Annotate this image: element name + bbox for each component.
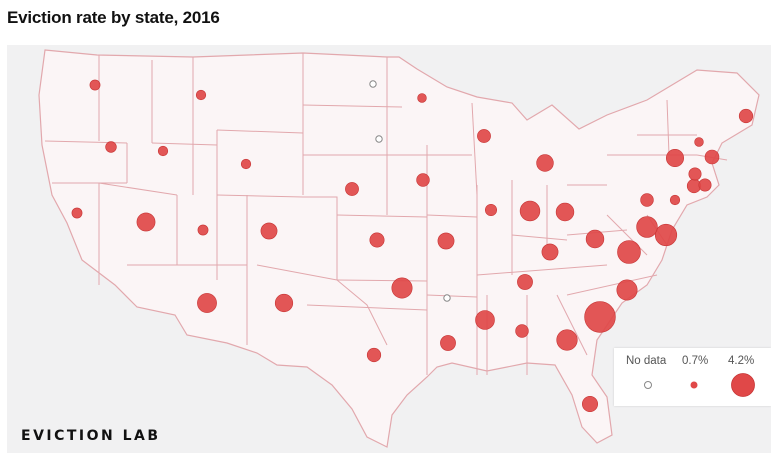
bubble-ga[interactable]: GA: 3.6% <box>556 329 578 351</box>
state-border <box>476 264 608 276</box>
state-border <box>336 214 428 218</box>
bubble-de[interactable]: DE: 3.7% <box>636 216 658 238</box>
legend-min-symbol <box>690 381 698 389</box>
bubble-tn[interactable]: TN: 1.6% <box>517 274 533 290</box>
bubble-ca[interactable]: CA: 0.5% <box>71 207 83 219</box>
bubble-nj[interactable]: NJ: 0.4% <box>669 194 681 206</box>
bubble-md[interactable]: MD: 4% <box>654 223 678 247</box>
bubble-me[interactable]: ME: 1.2% <box>738 108 754 124</box>
bubble-ms[interactable]: MS: 2.9% <box>475 310 495 330</box>
state-border <box>151 142 218 146</box>
bubble-mo[interactable]: MO: 1.9% <box>437 232 455 250</box>
state-border <box>511 234 568 241</box>
bubble-wa[interactable]: WA: 0.5% <box>89 79 101 91</box>
legend-min-label: 0.7% <box>682 355 709 367</box>
state-border <box>426 214 478 218</box>
legend-symbols <box>644 373 755 397</box>
state-border <box>556 294 588 356</box>
state-border <box>566 274 658 296</box>
state-border <box>471 102 478 196</box>
bubble-ma[interactable]: MA: 0.9% <box>688 167 702 181</box>
state-border <box>336 279 428 282</box>
state-border <box>302 104 403 108</box>
bubble-mt[interactable]: MT: 0.4% <box>195 89 207 101</box>
bubble-sd-no-data[interactable] <box>375 135 383 143</box>
bubble-nm[interactable]: NM: 2.4% <box>274 293 294 313</box>
bubble-ks[interactable]: KS: 1.4% <box>369 232 385 248</box>
state-border <box>98 182 178 196</box>
bubble-wy[interactable]: WY: 0.4% <box>240 158 252 170</box>
us-outline <box>38 49 760 448</box>
bubble-nh[interactable]: NH: 1.3% <box>704 149 720 165</box>
map-area[interactable]: SC: 9.3% VA: 4.7% MD: 4%DE: 3.7% GA: 3.6% OK… <box>7 45 771 453</box>
bubble-or[interactable]: OR: 0.6% <box>105 141 117 153</box>
bubble-al[interactable]: AL: 1% <box>515 324 529 338</box>
bubble-ok[interactable]: OK: 3.5% <box>391 277 413 299</box>
state-border <box>216 129 304 134</box>
legend-no-data-symbol <box>644 381 652 389</box>
state-border <box>666 99 670 156</box>
bubble-mi[interactable]: MI: 2.1% <box>536 154 554 172</box>
state-border <box>256 264 338 281</box>
bubble-va[interactable]: VA: 4.7% <box>617 240 641 264</box>
bubble-mn[interactable]: MN: 0.3% <box>417 93 427 103</box>
bubble-nd-no-data[interactable] <box>369 80 377 88</box>
bubble-id[interactable]: ID: 0.4% <box>157 145 169 157</box>
state-border <box>303 196 338 280</box>
bubble-co[interactable]: CO: 1.9% <box>260 222 278 240</box>
state-border <box>216 194 304 198</box>
legend-max-symbol <box>731 373 755 397</box>
bubble-wv[interactable]: WV: 2.5% <box>585 229 605 249</box>
bubble-az[interactable]: AZ: 3% <box>197 293 217 313</box>
bubble-pa[interactable]: PA: 1% <box>640 193 654 207</box>
bubble-ar-no-data[interactable] <box>443 294 451 302</box>
bubble-tx[interactable]: TX: 1.2% <box>366 347 382 363</box>
bubble-nc[interactable]: NC: 3.5% <box>616 279 638 301</box>
eviction-lab-logo: EVICTION LAB <box>21 428 161 444</box>
bubble-fl[interactable]: FL: 1.7% <box>581 395 598 412</box>
us-state-map: SC: 9.3% VA: 4.7% MD: 4%DE: 3.7% GA: 3.6% OK… <box>38 49 760 448</box>
state-border <box>606 214 648 256</box>
map-legend: No data 0.7% 4.2% <box>614 348 771 406</box>
bubble-ut[interactable]: UT: 0.5% <box>197 224 209 236</box>
bubble-ky[interactable]: KY: 1.9% <box>541 243 559 261</box>
bubble-vt[interactable]: VT: 0.3% <box>694 137 704 147</box>
bubble-in[interactable]: IN: 3.2% <box>519 200 541 222</box>
bubble-wi[interactable]: WI: 1.1% <box>477 129 491 143</box>
bubble-il[interactable]: IL: 0.7% <box>484 204 497 217</box>
state-border <box>306 304 428 311</box>
bubble-ne[interactable]: NE: 1.1% <box>345 182 359 196</box>
legend-no-data-label: No data <box>626 355 667 367</box>
bubble-oh[interactable]: OH: 2.5% <box>555 202 575 222</box>
map-title: Eviction rate by state, 2016 <box>7 8 220 27</box>
bubble-sc[interactable]: SC: 9.3% <box>584 301 616 333</box>
bubble-la[interactable]: LA: 1.6% <box>440 335 456 351</box>
state-border <box>426 294 478 298</box>
bubble-nv[interactable]: NV: 2.6% <box>136 212 156 232</box>
bubble-ia[interactable]: IA: 1% <box>416 173 430 187</box>
legend-max-label: 4.2% <box>728 355 755 367</box>
state-border <box>336 279 388 346</box>
bubble-ny[interactable]: NY: 2.3% <box>665 149 684 168</box>
bubble-ri[interactable]: RI: 0.9% <box>698 178 712 192</box>
